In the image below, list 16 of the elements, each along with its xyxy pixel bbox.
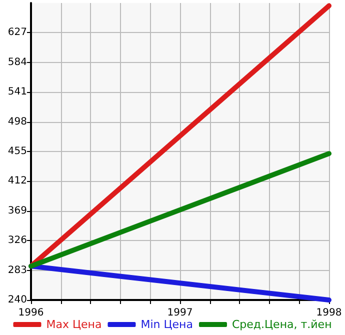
x-tick-label: 1998 xyxy=(316,308,342,318)
y-tick-label: 326 xyxy=(8,235,27,246)
legend-label: Max Цена xyxy=(46,318,102,331)
y-tick-label: 412 xyxy=(8,176,27,187)
x-tick-label: 1997 xyxy=(167,308,193,318)
y-tick-label: 627 xyxy=(8,27,27,38)
y-tick-label: 369 xyxy=(8,205,27,216)
y-tick-label: 541 xyxy=(8,86,27,98)
y-tick-label: 455 xyxy=(8,146,27,157)
y-tick-label: 498 xyxy=(8,116,27,128)
x-tick-label: 1996 xyxy=(18,308,44,318)
legend-label: Сред.Цена, т.йен xyxy=(232,318,332,331)
legend-label: Min Цена xyxy=(140,318,193,331)
y-tick-label: 283 xyxy=(8,264,27,276)
y-tick-label: 240 xyxy=(8,294,27,306)
y-tick-label: 584 xyxy=(8,56,27,68)
